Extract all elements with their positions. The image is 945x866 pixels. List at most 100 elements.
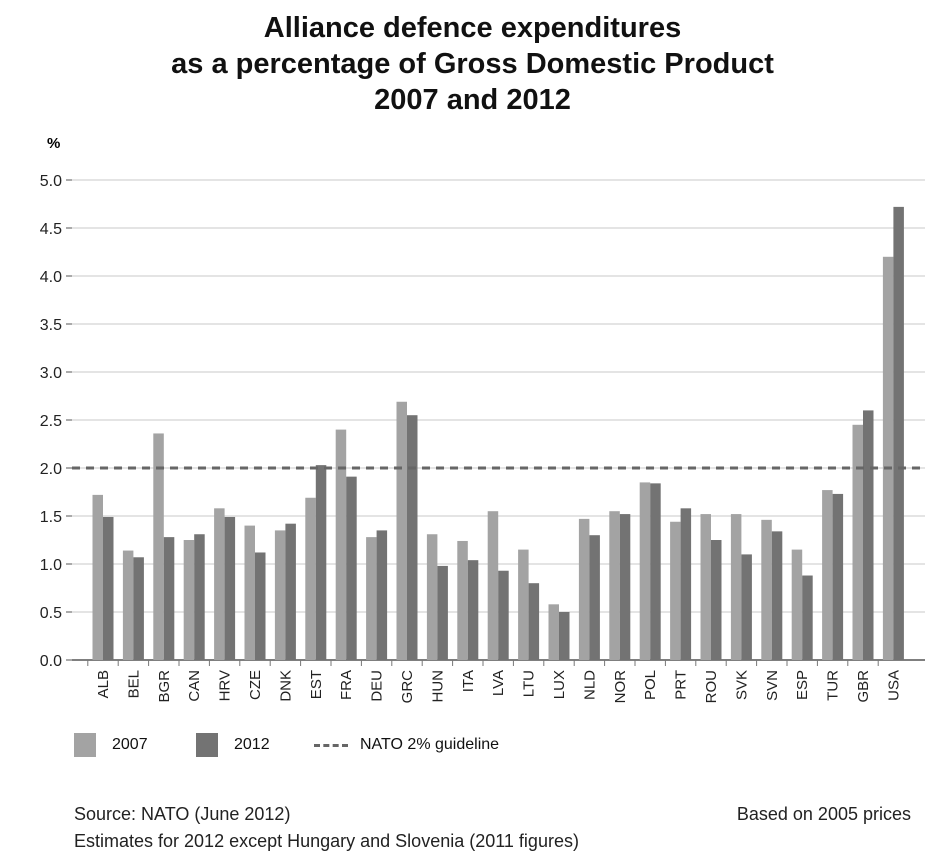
- bar-2012-svk: [741, 554, 752, 660]
- bars: [92, 206, 904, 660]
- bar-2012-rou: [711, 540, 722, 660]
- bar-2012-bel: [133, 557, 144, 660]
- bar-2012-esp: [802, 575, 813, 660]
- x-tick-label-svn: SVN: [764, 670, 781, 701]
- bar-2007-esp: [791, 549, 803, 660]
- bar-2012-lva: [498, 570, 509, 660]
- bar-2012-cze: [255, 552, 266, 660]
- bar-2007-bgr: [153, 433, 164, 660]
- legend-dash-guideline: [314, 743, 348, 747]
- bar-2012-lux: [559, 612, 570, 660]
- bar-2007-fra: [335, 429, 347, 660]
- x-tick-label-lva: LVA: [490, 670, 507, 696]
- legend-label-2012: 2012: [234, 736, 270, 753]
- bar-2012-gbr: [863, 410, 874, 660]
- bar-2012-dnk: [285, 523, 296, 660]
- x-tick-label-ltu: LTU: [521, 670, 538, 697]
- legend-item-guideline: NATO 2% guideline: [314, 732, 499, 758]
- legend-label-2007: 2007: [112, 736, 148, 753]
- estimate-note: Estimates for 2012 except Hungary and Sl…: [74, 831, 579, 851]
- bar-2012-svn: [771, 531, 783, 660]
- x-tick-label-deu: DEU: [369, 670, 386, 702]
- bar-2012-prt: [680, 508, 692, 660]
- bar-2012-can: [194, 534, 205, 660]
- bar-2007-nld: [578, 518, 590, 660]
- bar-2012-hun: [437, 565, 448, 660]
- bar-2007-rou: [700, 514, 711, 660]
- bar-2007-dnk: [274, 530, 286, 660]
- bar-2007-nor: [609, 511, 620, 660]
- x-tick-label-svk: SVK: [733, 670, 750, 700]
- y-tick-label: 1.0: [40, 557, 62, 574]
- bar-2012-tur: [832, 493, 844, 660]
- x-tick-label-pol: POL: [642, 670, 659, 700]
- bar-2012-usa: [893, 206, 904, 660]
- x-tick-label-usa: USA: [885, 670, 902, 701]
- x-tick-label-hrv: HRV: [217, 670, 234, 701]
- x-tick-label-prt: PRT: [673, 670, 690, 700]
- x-tick-label-nor: NOR: [612, 670, 629, 704]
- x-tick-label-can: CAN: [186, 670, 203, 702]
- bar-2007-hun: [426, 534, 438, 660]
- x-tick-label-ita: ITA: [460, 670, 477, 692]
- y-tick-label: 0.0: [40, 653, 62, 670]
- y-tick-labels: 0.0 0.5 1.0 1.5 2.0 2.5 3.0 3.5 4.0 4.5 5.0: [40, 173, 62, 670]
- chart-title-line-3: 2007 and 2012: [374, 84, 571, 116]
- x-tick-label-bel: BEL: [125, 670, 142, 698]
- x-tick-label-fra: FRA: [338, 670, 355, 700]
- bar-2007-grc: [396, 401, 407, 660]
- x-tick-label-cze: CZE: [247, 670, 264, 700]
- y-tick-label: 1.5: [40, 509, 62, 526]
- x-tick-label-rou: ROU: [703, 670, 720, 703]
- bar-2012-hrv: [224, 516, 236, 660]
- x-tick-label-dnk: DNK: [277, 670, 294, 702]
- bar-2012-nld: [589, 535, 600, 660]
- bar-2012-bgr: [163, 537, 175, 660]
- bar-2012-fra: [346, 476, 357, 660]
- bar-2007-gbr: [852, 424, 863, 660]
- bar-2012-alb: [103, 516, 114, 660]
- y-tick-label: 3.5: [40, 317, 62, 334]
- chart-title: Alliance defence expenditures as a perce…: [0, 10, 945, 118]
- legend-swatch-2012: [196, 733, 218, 757]
- bar-2007-ltu: [518, 549, 529, 660]
- y-tick-label: 4.0: [40, 269, 62, 286]
- bar-2007-usa: [882, 256, 894, 660]
- x-tick-labels: ALB BEL BGR CAN HRV CZE DNK EST FRA DEU GRC HUN ITA L…: [87, 660, 902, 704]
- y-tick-label: 2.5: [40, 413, 62, 430]
- bar-2007-pol: [639, 482, 651, 660]
- bar-2007-ita: [457, 540, 468, 660]
- bar-2007-alb: [92, 494, 103, 660]
- y-axis-label: %: [47, 135, 60, 152]
- y-tick-label: 5.0: [40, 173, 62, 190]
- x-tick-label-grc: GRC: [399, 670, 416, 704]
- y-tick-label: 2.0: [40, 461, 62, 478]
- bar-2007-prt: [670, 521, 681, 660]
- bar-2007-cze: [244, 525, 255, 660]
- x-tick-label-alb: ALB: [95, 670, 112, 698]
- y-tick-label: 0.5: [40, 605, 62, 622]
- bar-chart: % 0.0 0.5 1.0 1.5 2.0 2.5 3.0 3.5 4.0 4.5 5.0 ALB B…: [40, 135, 925, 704]
- x-tick-label-hun: HUN: [429, 670, 446, 703]
- x-tick-label-gbr: GBR: [855, 670, 872, 703]
- chart-title-line-1: Alliance defence expenditures: [263, 12, 682, 44]
- source-note: Source: NATO (June 2012): [74, 804, 291, 824]
- bar-2007-tur: [822, 490, 833, 660]
- bar-2012-pol: [650, 483, 661, 660]
- bar-2012-nor: [619, 514, 631, 660]
- bar-2012-est: [315, 465, 327, 660]
- legend-item-2012: 2012: [196, 732, 270, 758]
- bar-2007-svn: [761, 519, 772, 660]
- bar-2012-ltu: [528, 583, 540, 660]
- x-tick-label-tur: TUR: [825, 670, 842, 701]
- bar-2007-bel: [122, 550, 134, 660]
- y-tick-label: 4.5: [40, 221, 62, 238]
- bar-2012-grc: [407, 415, 418, 660]
- bar-2012-ita: [467, 560, 479, 660]
- bar-2012-deu: [376, 530, 388, 660]
- bar-2007-svk: [730, 514, 742, 660]
- legend-item-2007: 2007: [74, 732, 148, 758]
- x-tick-label-nld: NLD: [581, 670, 598, 700]
- chart-title-line-2: as a percentage of Gross Domestic Produc…: [171, 48, 774, 80]
- bar-2007-can: [183, 540, 195, 660]
